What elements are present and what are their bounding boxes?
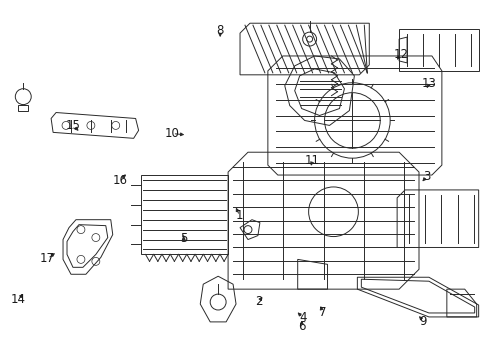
Text: 1: 1 <box>235 209 243 222</box>
Text: 7: 7 <box>318 306 325 319</box>
Text: 2: 2 <box>255 295 262 308</box>
Text: 8: 8 <box>216 24 224 37</box>
Text: 11: 11 <box>305 154 320 167</box>
Text: 5: 5 <box>180 233 187 246</box>
Text: 4: 4 <box>299 311 306 324</box>
Text: 16: 16 <box>113 174 128 186</box>
Text: 9: 9 <box>419 315 427 328</box>
Text: 17: 17 <box>40 252 55 265</box>
Text: 15: 15 <box>66 119 81 132</box>
Text: 12: 12 <box>393 48 408 61</box>
Text: 10: 10 <box>165 127 180 140</box>
Text: 14: 14 <box>11 293 26 306</box>
Text: 13: 13 <box>421 77 436 90</box>
Text: 6: 6 <box>298 320 305 333</box>
Text: 3: 3 <box>422 170 429 183</box>
